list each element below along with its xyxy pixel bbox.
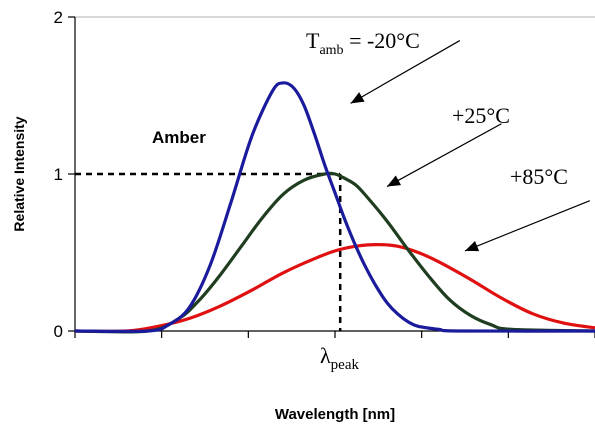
annotation-arrow-1 <box>386 123 502 188</box>
curves <box>74 81 595 334</box>
lambda-symbol: λ <box>320 343 331 368</box>
lambda-peak-label: λpeak <box>320 343 359 373</box>
y-tick-label-1: 1 <box>54 165 63 184</box>
series-label-plus25: +25°C <box>452 103 510 128</box>
y-tick-label-0: 0 <box>54 322 63 341</box>
reference-lines <box>75 172 342 331</box>
series-line-1 <box>74 171 595 334</box>
series-label-temp: = -20°C <box>344 28 420 53</box>
series-label-amb-sub: amb <box>319 43 343 58</box>
y-ticks: 0 1 2 <box>54 8 75 341</box>
amber-label: Amber <box>152 128 206 147</box>
annotation-arrows <box>350 40 591 252</box>
y-tick-label-2: 2 <box>54 8 63 27</box>
series-label-plus85: +85°C <box>510 164 568 189</box>
x-ticks <box>74 331 595 338</box>
series-label-minus20: Tamb = -20°C <box>306 28 420 58</box>
series-line-0 <box>74 81 595 334</box>
series-label-t: T <box>306 28 320 53</box>
x-axis-label: Wavelength [nm] <box>275 406 395 423</box>
peak-subscript: peak <box>331 357 360 373</box>
annotation-arrow-0 <box>350 40 461 104</box>
y-axis-label: Relative Intensity <box>11 116 27 231</box>
annotation-arrow-2 <box>464 200 591 252</box>
